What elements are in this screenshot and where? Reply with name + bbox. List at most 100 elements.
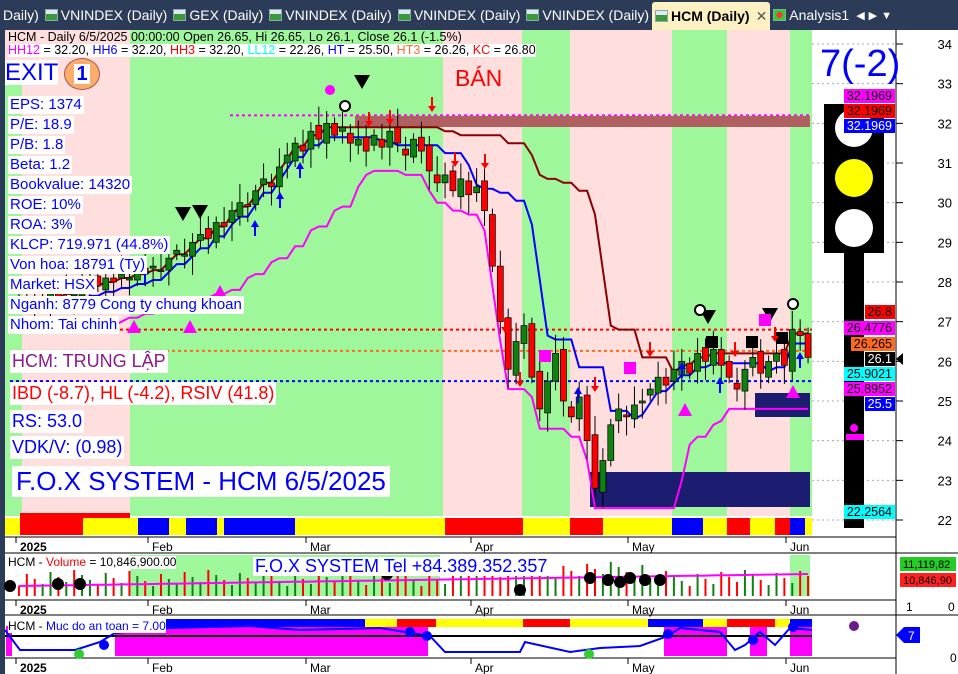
date-label: Apr — [475, 603, 494, 617]
exit-count-badge: 1 — [64, 58, 100, 90]
signal-strip — [727, 518, 750, 535]
candle — [449, 170, 457, 192]
candle — [457, 178, 465, 198]
price-label: 22.2564 — [843, 505, 895, 519]
candle — [662, 376, 670, 386]
signal-square-icon — [759, 314, 771, 326]
traffic-light-lamp — [835, 209, 873, 247]
tab-1[interactable]: VNINDEX (Daily) — [42, 0, 171, 30]
volume-symbol: HCM - — [8, 555, 46, 569]
candle — [465, 180, 473, 196]
price-tick-label: 30 — [938, 196, 952, 211]
candle — [733, 382, 741, 390]
candle — [362, 136, 370, 152]
candle — [149, 265, 157, 269]
signal-strip — [138, 518, 169, 535]
signal-strip — [603, 518, 672, 535]
signal-strip — [570, 518, 603, 535]
signal-strip — [186, 518, 217, 535]
safety-dot-icon — [584, 649, 594, 659]
up-arrow-icon — [276, 192, 284, 199]
date-label: 2025 — [20, 603, 47, 617]
candle — [197, 234, 204, 241]
volume-name: Volume — [46, 555, 87, 569]
candle — [583, 394, 591, 442]
candle — [110, 277, 117, 283]
tab-6[interactable]: HCM (Daily) ✕ — [652, 2, 771, 30]
candle — [536, 370, 544, 410]
tab-0[interactable]: Daily) — [0, 0, 42, 30]
candle — [804, 333, 812, 358]
price-tick-label: 23 — [938, 473, 952, 488]
price-tick-label: 32 — [938, 116, 952, 131]
signal-strip — [20, 513, 130, 518]
price-label: 32.1969 — [843, 119, 895, 133]
price-label: 25.9021 — [843, 367, 895, 381]
tab-label: VNINDEX (Daily) — [60, 7, 168, 23]
exit-count: 1 — [74, 63, 90, 85]
levels-line: HH12 = 32.20, HH6 = 32.20, HH3 = 32.20, … — [8, 43, 536, 58]
candle — [189, 241, 196, 257]
candle — [418, 136, 425, 152]
candle — [560, 349, 567, 402]
price-tick-label: 28 — [938, 275, 952, 290]
candle — [315, 124, 323, 140]
price-tick-label: 27 — [938, 315, 952, 330]
current-price-pointer — [896, 353, 903, 365]
candle — [307, 130, 315, 150]
candle — [504, 317, 512, 370]
signal-strip — [169, 518, 186, 535]
fundamental-item: Market: HSX — [8, 276, 98, 294]
tab-7[interactable]: Analysis1 — [770, 0, 852, 30]
tab-label: VNINDEX (Daily) — [285, 7, 392, 23]
date-label: Apr — [475, 540, 494, 554]
price-tick-label: 24 — [938, 434, 952, 449]
candle — [173, 249, 181, 255]
volume-dot-icon — [74, 578, 86, 590]
price-label: 26.4776 — [843, 321, 895, 335]
safety-name: Muc do an toan = 7.00 — [46, 619, 166, 633]
left-border — [0, 30, 5, 674]
date-label: Feb — [152, 603, 173, 617]
date-label: Mar — [310, 603, 331, 617]
support-zone — [590, 472, 810, 507]
price-tick-label: 29 — [938, 235, 952, 250]
candle — [291, 142, 299, 162]
tab-3[interactable]: VNINDEX (Daily) — [266, 0, 395, 30]
safety-strip — [775, 619, 790, 627]
signal-square-icon — [706, 336, 718, 348]
sell-triangle-icon — [192, 205, 208, 219]
candle — [749, 357, 757, 368]
candle — [552, 353, 559, 382]
system-title: F.O.X SYSTEM - HCM 6/5/2025 — [12, 466, 390, 498]
candle — [331, 122, 338, 136]
volume-label: 11,119,82 — [903, 559, 950, 571]
close-tab-icon[interactable]: ✕ — [755, 7, 768, 24]
candle — [631, 404, 638, 420]
candle — [378, 138, 386, 148]
signal-strip — [224, 518, 295, 535]
ht3-value: = 26.26, — [420, 43, 473, 58]
ohlc-line: HCM - Daily 6/5/2025 00:00:00 Open 26.65… — [8, 30, 462, 44]
buy-triangle-icon — [786, 385, 800, 398]
volume-dot-icon — [602, 574, 614, 586]
tab-scroll-icon[interactable]: ◀▶▼ — [856, 9, 897, 22]
candle — [283, 154, 291, 164]
volume-label: 10,846,90 — [903, 575, 952, 587]
signal-strip — [295, 518, 445, 535]
candle — [212, 222, 220, 243]
candle — [118, 273, 125, 279]
tab-2[interactable]: GEX (Daily) — [170, 0, 266, 30]
candle — [757, 351, 765, 374]
safety-strip — [648, 619, 703, 627]
tab-4[interactable]: VNINDEX (Daily) — [395, 0, 524, 30]
safety-value-bg — [896, 627, 920, 643]
candle — [260, 178, 267, 186]
volume-header: HCM - Volume = 10,846,900.00 — [8, 555, 177, 569]
tab-5[interactable]: VNINDEX (Daily) — [523, 0, 652, 30]
chart-icon — [173, 9, 187, 21]
signal-strip — [5, 518, 20, 535]
analysis-icon — [773, 9, 787, 21]
candle — [489, 214, 496, 267]
